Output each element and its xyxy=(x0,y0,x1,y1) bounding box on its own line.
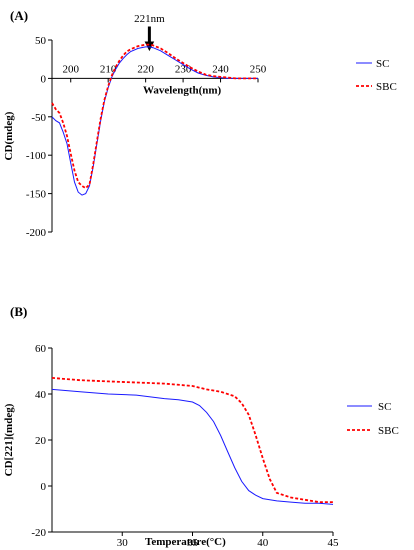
y-tick-label: -50 xyxy=(31,112,46,124)
x-ticks: 30 35 40 45 xyxy=(117,532,339,549)
legend: SC SBC xyxy=(347,401,399,437)
y-tick-label: 50 xyxy=(35,35,47,47)
x-tick-label: 220 xyxy=(137,63,154,75)
x-tick-label: 40 xyxy=(257,537,269,549)
y-ticks: 60 40 20 0 -20 xyxy=(31,343,52,539)
series-line-sc xyxy=(51,388,334,505)
x-tick-label: 35 xyxy=(187,537,199,549)
y-tick-label: 40 xyxy=(35,389,47,401)
x-tick-label: 250 xyxy=(250,63,267,75)
y-tick-label: 60 xyxy=(35,343,47,355)
y-tick-label: 0 xyxy=(41,481,47,493)
panel-b-label: (B) xyxy=(10,304,27,319)
legend-label-sbc: SBC xyxy=(378,425,399,437)
x-tick-label: 200 xyxy=(62,63,79,75)
y-tick-label: 20 xyxy=(35,435,47,447)
panel-a-label: (A) xyxy=(10,8,28,23)
panel-a: (A) 221nm 200 210 220 230 240 250 500-50-100-… xyxy=(3,8,397,239)
x-ticks: 200 210 220 230 240 250 xyxy=(62,63,267,83)
x-tick-label: 45 xyxy=(328,537,340,549)
y-tick-label: 0 xyxy=(41,73,47,85)
y-ticks: 50 0 -50 -100 -150 -200 xyxy=(26,35,52,239)
series-line-sbc xyxy=(51,43,258,190)
y-axis-label: CD[221](mdeg) xyxy=(3,403,15,476)
series-line-sbc xyxy=(51,377,333,503)
y-tick-label: -100 xyxy=(26,150,47,162)
legend-label-sbc: SBC xyxy=(376,81,397,93)
y-axis-label: CD(mdeg) xyxy=(3,111,15,160)
y-tick-label: -20 xyxy=(31,527,46,539)
x-tick-label: 30 xyxy=(117,537,129,549)
legend: SC SBC xyxy=(356,58,397,93)
y-tick-label: -200 xyxy=(26,227,47,239)
x-axis-label: Temperature(°C) xyxy=(145,536,226,548)
x-tick-label: 210 xyxy=(100,63,117,75)
x-axis-label: Wavelength(nm) xyxy=(143,84,222,96)
peak-annotation: 221nm xyxy=(134,13,165,25)
x-tick-label: 240 xyxy=(212,63,229,75)
legend-label-sc: SC xyxy=(378,401,391,413)
y-tick-label: -150 xyxy=(26,189,47,201)
legend-label-sc: SC xyxy=(376,58,389,70)
